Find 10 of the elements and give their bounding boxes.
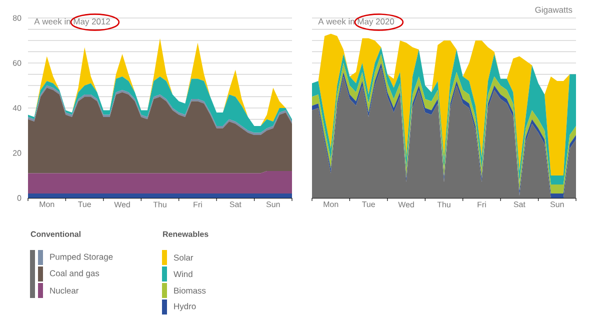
legend-label: Solar	[174, 254, 194, 261]
chart-title: A week in May 2020	[318, 18, 394, 26]
chart-title: A week in May 2012	[34, 18, 110, 26]
legend-label: Nuclear	[50, 287, 79, 294]
legend-label: Hydro	[174, 303, 196, 311]
legend-label: Wind	[174, 270, 192, 278]
y-axis-title: Gigawatts	[535, 6, 572, 14]
legend-label: Pumped Storage	[50, 254, 113, 262]
legend-label: Biomass	[174, 287, 206, 294]
legend-label: Coal and gas	[50, 270, 100, 278]
